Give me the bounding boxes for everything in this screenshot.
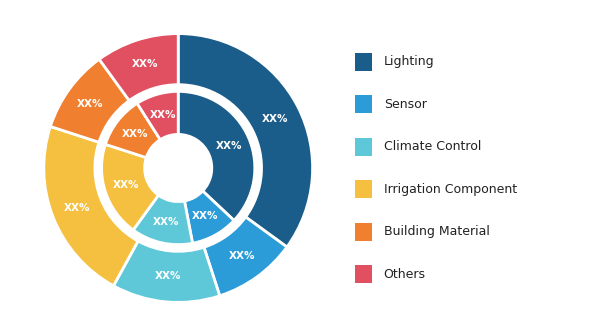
Bar (355, 53, 372, 71)
Text: XX%: XX% (112, 180, 139, 190)
Text: XX%: XX% (153, 217, 179, 227)
Wedge shape (50, 59, 129, 142)
Bar (355, 265, 372, 283)
Text: XX%: XX% (131, 59, 158, 70)
Wedge shape (137, 91, 178, 140)
Wedge shape (133, 195, 192, 245)
Text: Climate Control: Climate Control (384, 140, 481, 153)
Text: XX%: XX% (64, 203, 90, 213)
Bar (355, 180, 372, 198)
Bar (355, 223, 372, 241)
Text: Lighting: Lighting (384, 55, 434, 68)
Text: XX%: XX% (121, 129, 148, 139)
Wedge shape (204, 217, 287, 296)
Wedge shape (102, 144, 159, 230)
Wedge shape (178, 34, 312, 247)
Text: XX%: XX% (216, 141, 242, 151)
Text: XX%: XX% (77, 99, 103, 109)
Text: Sensor: Sensor (384, 98, 426, 111)
Wedge shape (178, 91, 255, 220)
Text: XX%: XX% (262, 114, 289, 124)
Wedge shape (105, 103, 160, 158)
Text: XX%: XX% (191, 211, 218, 221)
Text: XX%: XX% (229, 251, 255, 261)
Text: Irrigation Component: Irrigation Component (384, 183, 517, 196)
Text: Building Material: Building Material (384, 225, 489, 238)
Wedge shape (185, 191, 234, 243)
Wedge shape (99, 34, 178, 100)
Wedge shape (44, 126, 138, 286)
Text: Others: Others (384, 268, 426, 281)
Bar (355, 95, 372, 113)
Text: XX%: XX% (154, 271, 181, 281)
Wedge shape (113, 241, 220, 302)
Text: XX%: XX% (150, 110, 176, 120)
Bar (355, 138, 372, 156)
